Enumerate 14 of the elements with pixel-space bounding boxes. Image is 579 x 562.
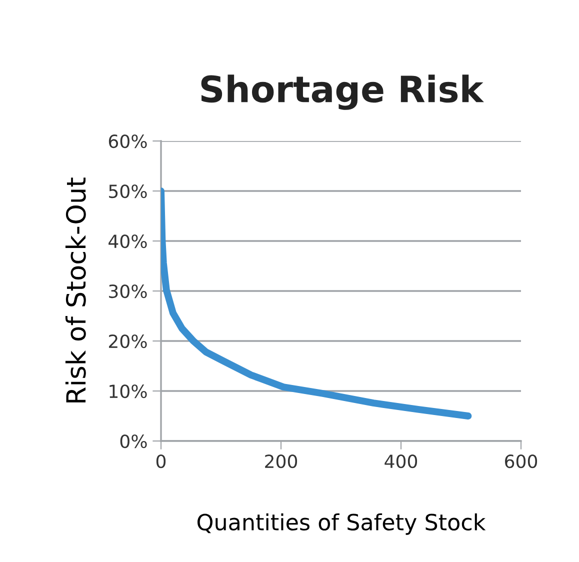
x-tick-label: 0	[156, 454, 166, 468]
y-tick-label: 60%	[108, 134, 147, 148]
y-axis-title: Risk of Stock-Out	[65, 178, 86, 402]
y-tick-label: 20%	[108, 334, 147, 348]
y-tick-label: 10%	[110, 384, 147, 398]
x-tick-label: 200	[265, 454, 298, 468]
chart-title: Shortage Risk	[201, 74, 484, 110]
y-tick-label: 30%	[109, 284, 147, 298]
y-tick-label: 40%	[108, 234, 147, 248]
x-axis-title: Quantities of Safety Stock	[198, 513, 486, 535]
x-tick-label: 400	[384, 454, 418, 468]
y-tick-label: 50%	[109, 184, 147, 198]
x-tick-label: 600	[505, 454, 538, 468]
y-tick-label: 0%	[120, 434, 147, 448]
